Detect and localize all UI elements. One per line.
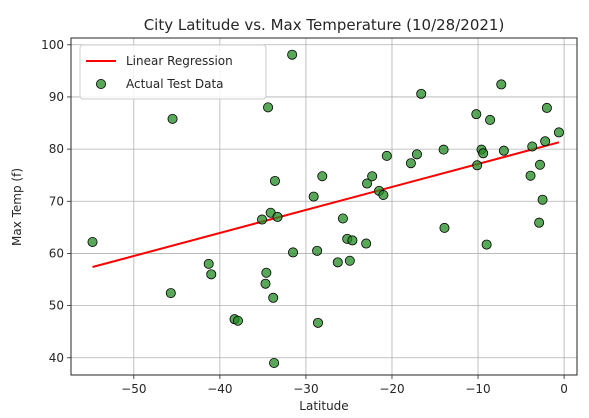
- data-point: [381, 150, 392, 161]
- x-tick-label: −30: [293, 382, 318, 396]
- data-point: [361, 238, 372, 249]
- y-tick-label: 40: [49, 351, 64, 365]
- data-point: [312, 317, 323, 328]
- data-point: [367, 171, 378, 182]
- x-tick-label: −40: [207, 382, 232, 396]
- data-point: [263, 102, 274, 113]
- data-point: [534, 159, 545, 170]
- data-point: [553, 127, 564, 138]
- data-point: [272, 211, 283, 222]
- data-point: [337, 213, 348, 224]
- data-point: [378, 190, 389, 201]
- legend-label-data: Actual Test Data: [126, 77, 224, 91]
- y-axis-label: Max Temp (f): [10, 168, 24, 246]
- data-point: [312, 245, 323, 256]
- data-point: [269, 358, 280, 369]
- y-tick-label: 60: [49, 246, 64, 260]
- data-point: [203, 258, 214, 269]
- data-point: [308, 191, 319, 202]
- data-point: [344, 255, 355, 266]
- data-point: [540, 136, 551, 147]
- x-axis-label: Latitude: [299, 399, 348, 413]
- plot-area-frame: [70, 37, 578, 376]
- data-point: [534, 217, 545, 228]
- data-point: [527, 141, 538, 152]
- data-point: [261, 267, 272, 278]
- data-point: [288, 247, 299, 258]
- data-point: [496, 79, 507, 90]
- x-axis-ticks: −50 −40 −30 −20 −10 0: [121, 375, 568, 396]
- data-point: [268, 292, 279, 303]
- data-point: [167, 113, 178, 124]
- data-point: [165, 288, 176, 299]
- data-point: [472, 160, 483, 171]
- y-tick-label: 50: [49, 299, 64, 313]
- data-point: [269, 175, 280, 186]
- data-point: [478, 148, 489, 159]
- x-tick-label: −10: [465, 382, 490, 396]
- data-point: [260, 278, 271, 289]
- y-tick-label: 90: [49, 90, 64, 104]
- data-point: [498, 145, 509, 156]
- data-point: [405, 158, 416, 169]
- data-point: [206, 269, 217, 280]
- chart-title: City Latitude vs. Max Temperature (10/28…: [144, 16, 505, 34]
- data-point: [232, 315, 243, 326]
- data-point: [438, 144, 449, 155]
- data-point: [287, 49, 298, 60]
- x-tick-label: 0: [560, 382, 568, 396]
- data-point: [485, 114, 496, 125]
- legend-point-swatch: [96, 79, 107, 90]
- legend: Linear Regression Actual Test Data: [79, 44, 267, 100]
- data-point: [537, 194, 548, 205]
- data-point: [362, 178, 373, 189]
- legend-label-regression: Linear Regression: [126, 54, 233, 68]
- y-axis-ticks: 40 50 60 70 80 90 100: [41, 38, 71, 365]
- data-point: [471, 109, 482, 120]
- data-point: [525, 170, 536, 181]
- data-point: [257, 214, 268, 225]
- data-point: [347, 235, 358, 246]
- data-point: [87, 236, 98, 247]
- data-point: [317, 171, 328, 182]
- x-tick-label: −50: [121, 382, 146, 396]
- y-tick-label: 70: [49, 194, 64, 208]
- y-tick-label: 100: [41, 38, 64, 52]
- data-points: [87, 49, 564, 369]
- data-point: [541, 102, 552, 113]
- legend-box: [79, 44, 267, 100]
- data-point: [439, 222, 450, 233]
- data-point: [481, 239, 492, 250]
- x-tick-label: −20: [379, 382, 404, 396]
- data-point: [416, 88, 427, 99]
- data-point: [411, 149, 422, 160]
- data-point: [332, 257, 343, 268]
- y-tick-label: 80: [49, 142, 64, 156]
